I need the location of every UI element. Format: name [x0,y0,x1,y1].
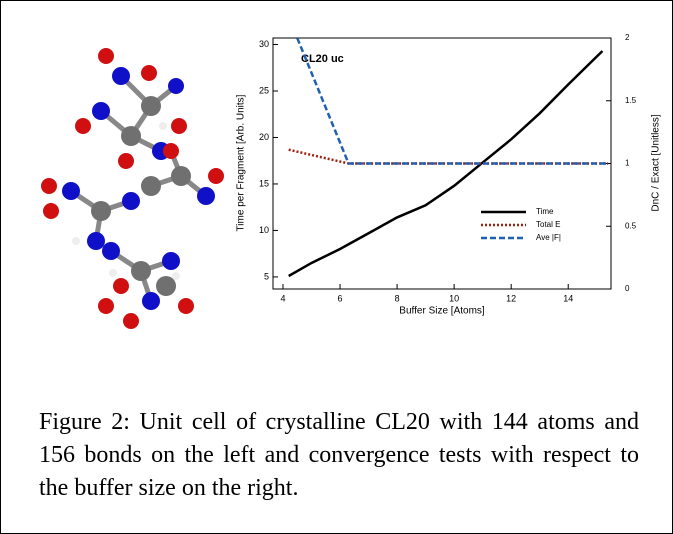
y-axis-label: Time per Fragment [Arb. Units] [236,94,247,231]
chart: CL20 uc Buffer Size [Atoms] Time per Fra… [1,1,673,341]
x-tick-label: 6 [338,293,343,303]
y-tick-label: 25 [259,85,269,95]
x-tick-label: 10 [449,293,459,303]
series-line [289,150,608,164]
figure: CL20 uc Buffer Size [Atoms] Time per Fra… [0,0,673,534]
y2-tick-label: 1.5 [625,96,637,105]
x-tick-label: 14 [563,293,573,303]
y2-axis-label: DnC / Exact [Unitless] [651,114,662,211]
y2-tick-label: 2 [625,33,630,42]
y-tick-label: 5 [264,271,269,281]
x-tick-label: 4 [280,293,285,303]
legend-label: Total E [536,220,560,229]
y2-tick-label: 0.5 [625,221,637,230]
y-tick-label: 30 [259,39,269,49]
x-axis-label: Buffer Size [Atoms] [399,306,485,317]
y2-tick-label: 0 [625,284,630,293]
y-tick-label: 20 [259,132,269,142]
y-tick-label: 10 [259,225,269,235]
legend-label: Time [536,207,554,216]
x-tick-label: 8 [395,293,400,303]
y-tick-label: 15 [259,178,269,188]
x-tick-label: 12 [506,293,516,303]
caption: Figure 2: Unit cell of crystalline CL20 … [39,406,639,505]
legend-label: Ave |F| [536,233,561,242]
series-line [297,38,608,164]
y2-tick-label: 1 [625,159,630,168]
